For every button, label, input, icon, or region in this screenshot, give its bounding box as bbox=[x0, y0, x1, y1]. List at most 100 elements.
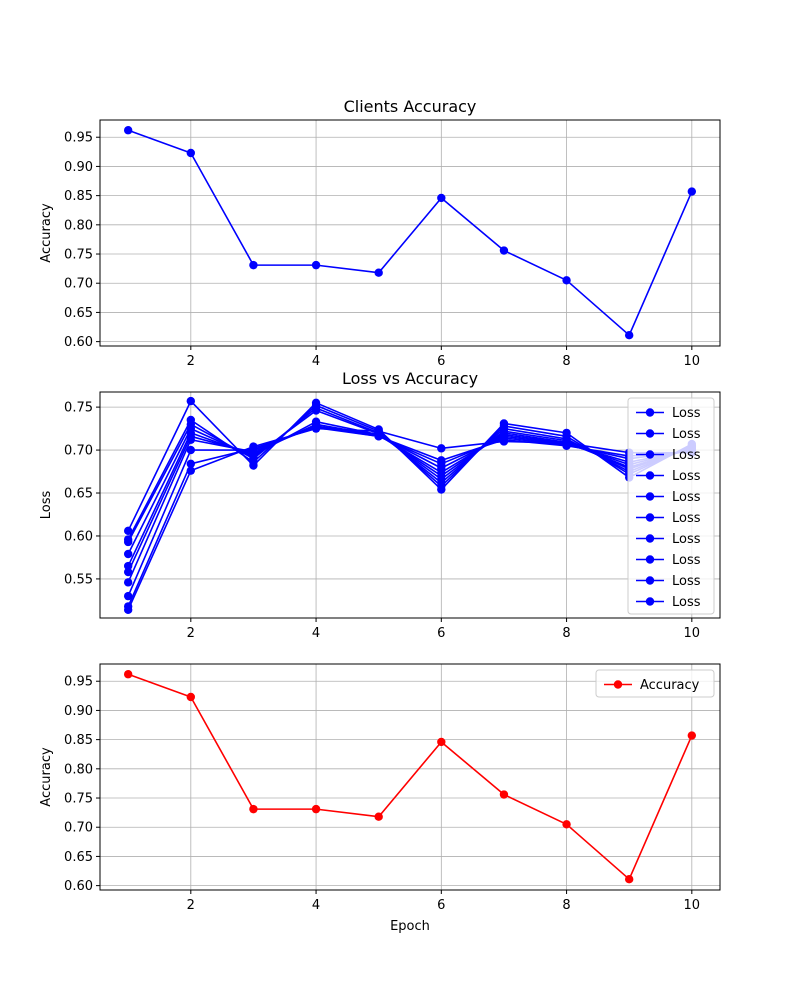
series-line bbox=[127, 427, 692, 611]
chart-title: Clients Accuracy bbox=[344, 97, 477, 116]
legend-box bbox=[595, 669, 715, 698]
legend-marker bbox=[613, 680, 623, 689]
series-line bbox=[127, 407, 693, 543]
data-point bbox=[186, 459, 196, 469]
x-tick-label: 4 bbox=[312, 898, 320, 913]
data-point bbox=[311, 424, 321, 433]
data-point bbox=[624, 874, 634, 884]
data-point bbox=[687, 731, 697, 740]
x-tick-label: 10 bbox=[684, 626, 701, 641]
data-point bbox=[123, 549, 133, 559]
legend-label: Loss bbox=[672, 448, 701, 463]
y-tick-label: 0.75 bbox=[64, 248, 93, 263]
y-tick-label: 0.95 bbox=[64, 675, 93, 690]
data-point bbox=[311, 406, 321, 415]
data-point bbox=[123, 591, 133, 601]
series-line bbox=[127, 400, 693, 532]
data-point bbox=[311, 804, 321, 814]
data-point bbox=[123, 126, 133, 135]
axes-frame bbox=[99, 663, 721, 891]
x-tick-label: 6 bbox=[437, 354, 445, 369]
y-tick-label: 0.85 bbox=[64, 733, 93, 748]
data-point bbox=[186, 466, 196, 475]
x-tick-label: 4 bbox=[312, 354, 320, 369]
series-line bbox=[127, 426, 692, 597]
data-point bbox=[186, 692, 196, 702]
x-axis-label: Epoch bbox=[390, 919, 430, 934]
data-point bbox=[437, 444, 446, 453]
data-point bbox=[123, 526, 133, 536]
legend-marker bbox=[645, 471, 655, 480]
x-tick-label: 2 bbox=[187, 626, 195, 641]
data-point bbox=[499, 437, 509, 446]
data-point bbox=[186, 148, 196, 158]
y-tick-label: 0.65 bbox=[64, 487, 93, 502]
data-point bbox=[437, 456, 446, 465]
legend-marker bbox=[645, 597, 655, 606]
x-tick-label: 10 bbox=[684, 898, 701, 913]
y-tick-label: 0.65 bbox=[64, 850, 93, 865]
legend-marker bbox=[645, 492, 655, 501]
y-tick-label: 0.70 bbox=[64, 277, 93, 292]
data-point bbox=[186, 445, 196, 455]
chart-title: Loss vs Accuracy bbox=[342, 369, 478, 388]
series-4 bbox=[123, 406, 697, 559]
y-tick-label: 0.75 bbox=[64, 792, 93, 807]
legend-label: Loss bbox=[672, 595, 701, 610]
series-1 bbox=[123, 670, 697, 884]
y-tick-label: 0.80 bbox=[64, 218, 93, 233]
series-line bbox=[127, 425, 692, 583]
y-tick-label: 0.70 bbox=[64, 821, 93, 836]
data-point bbox=[374, 268, 383, 277]
series-3 bbox=[123, 403, 697, 547]
chart-panel-2: 2 4 6 8 10 0.55 0.60 0.65 0.70 0.75 Loss vs Accura… bbox=[39, 369, 721, 641]
y-tick-label: 0.85 bbox=[64, 189, 93, 204]
data-point bbox=[123, 537, 133, 547]
legend-marker bbox=[645, 408, 655, 417]
legend-label: Loss bbox=[672, 511, 701, 526]
chart-panel-3: 2 4 6 8 10 0.60 0.65 0.70 0.75 0.80 0.85 0.90 0.95 Ac… bbox=[39, 663, 721, 934]
data-point bbox=[687, 187, 697, 196]
y-tick-label: 0.60 bbox=[64, 879, 93, 894]
y-tick-label: 0.90 bbox=[64, 160, 93, 175]
series-1 bbox=[123, 126, 697, 340]
y-tick-label: 0.90 bbox=[64, 704, 93, 719]
data-point bbox=[311, 260, 321, 270]
legend-box bbox=[627, 397, 715, 615]
x-tick-label: 2 bbox=[187, 898, 195, 913]
legend-label: Loss bbox=[672, 427, 701, 442]
legend-label: Accuracy bbox=[640, 678, 700, 693]
series-line bbox=[127, 426, 692, 607]
legend-marker bbox=[645, 450, 655, 459]
data-point bbox=[562, 438, 571, 448]
y-tick-label: 0.80 bbox=[64, 762, 93, 777]
series-7 bbox=[123, 421, 697, 587]
data-point bbox=[123, 578, 133, 587]
data-point bbox=[249, 260, 258, 270]
legend-marker bbox=[645, 513, 655, 522]
legend-marker bbox=[645, 555, 655, 564]
data-point bbox=[186, 396, 196, 406]
y-tick-label: 0.60 bbox=[64, 335, 93, 350]
x-tick-label: 4 bbox=[312, 626, 320, 641]
series-line bbox=[127, 420, 693, 567]
data-point bbox=[562, 276, 571, 285]
y-axis-label: Accuracy bbox=[39, 747, 54, 807]
data-point bbox=[123, 567, 133, 577]
x-tick-label: 6 bbox=[437, 898, 445, 913]
data-point bbox=[186, 435, 196, 444]
legend-marker bbox=[645, 534, 655, 543]
series-1 bbox=[123, 396, 697, 536]
legend: Accuracy bbox=[595, 669, 715, 698]
data-point bbox=[437, 737, 446, 747]
series-line bbox=[127, 423, 693, 573]
data-point bbox=[249, 442, 258, 451]
data-point bbox=[374, 812, 383, 821]
data-point bbox=[562, 820, 571, 829]
axes-frame bbox=[99, 119, 721, 347]
legend-label: Loss bbox=[672, 406, 701, 421]
y-tick-label: 0.75 bbox=[64, 401, 93, 416]
legend-label: Loss bbox=[672, 574, 701, 589]
y-tick-label: 0.60 bbox=[64, 529, 93, 544]
